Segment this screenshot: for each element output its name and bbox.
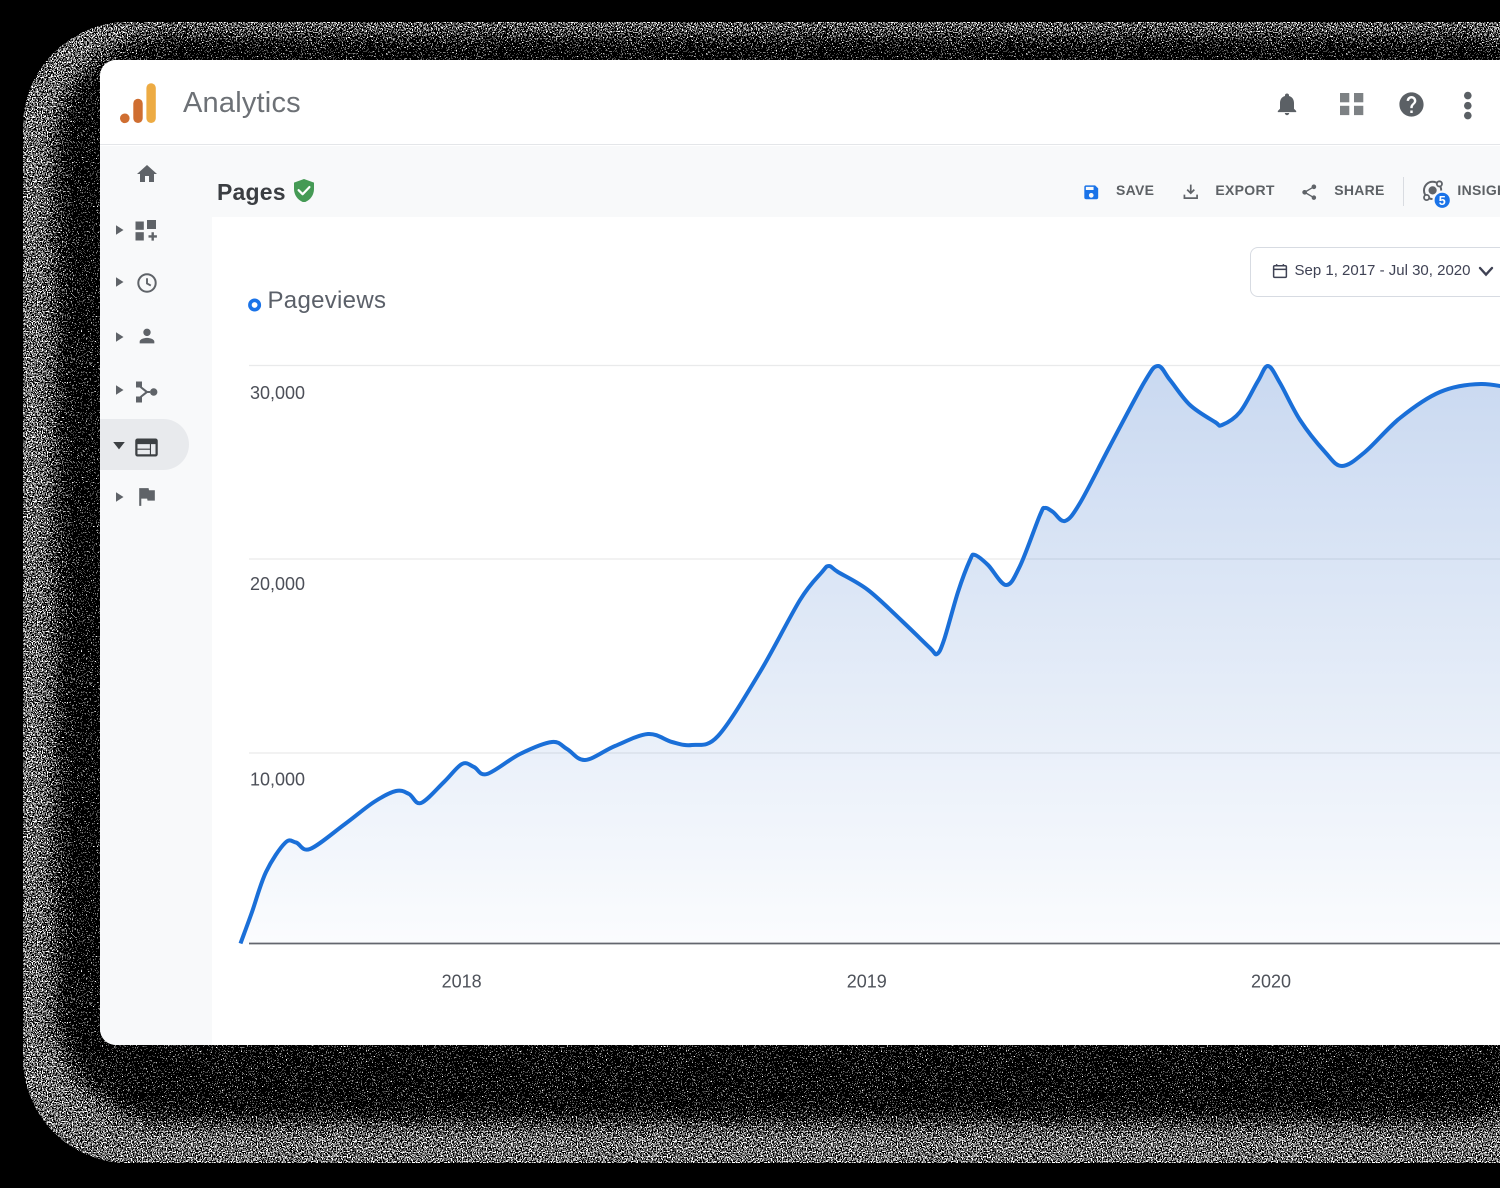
svg-text:2018: 2018 [442,972,482,992]
svg-text:5: 5 [1439,194,1446,208]
svg-text:20,000: 20,000 [250,574,305,594]
svg-text:2019: 2019 [847,972,887,992]
svg-text:2020: 2020 [1251,972,1291,992]
svg-text:10,000: 10,000 [250,769,305,789]
svg-text:30,000: 30,000 [250,383,305,403]
